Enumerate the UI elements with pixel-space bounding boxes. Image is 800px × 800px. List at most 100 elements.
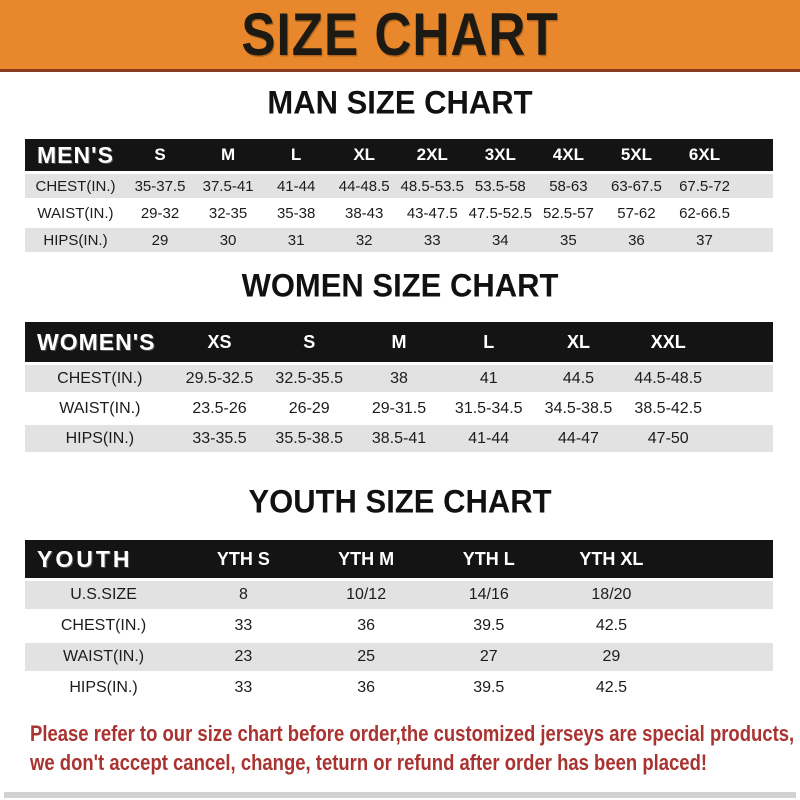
size-column-header: XS xyxy=(174,322,265,362)
size-cell: 36 xyxy=(304,612,428,640)
size-column-header: S xyxy=(264,322,355,362)
table-row: HIPS(IN.) 33-35.5 35.5-38.5 38.5-41 41-44 44-… xyxy=(25,425,773,452)
size-cell: 23 xyxy=(182,643,305,671)
size-column-header: 6XL xyxy=(670,139,739,171)
row-label: CHEST(IN.) xyxy=(25,174,126,198)
table-row: CHEST(IN.) 33 36 39.5 42.5 xyxy=(25,612,773,640)
table-row: CHEST(IN.) 29.5-32.5 32.5-35.5 38 41 44.5 44.5… xyxy=(25,365,773,392)
women-size-chart-section: WOMEN SIZE CHART WOMEN'S XS S M L XL XXL CHEST(… xyxy=(0,267,800,455)
disclaimer-line-2: we don't accept cancel, change, teturn o… xyxy=(30,750,708,775)
size-cell: 14/16 xyxy=(427,581,551,609)
size-cell: 38-43 xyxy=(330,201,399,225)
row-label: CHEST(IN.) xyxy=(25,365,175,392)
row-filler xyxy=(738,174,773,198)
size-cell: 44-48.5 xyxy=(330,174,399,198)
table-group-label: WOMEN'S xyxy=(25,322,175,362)
size-cell: 18/20 xyxy=(550,581,673,609)
size-cell: 44.5-48.5 xyxy=(623,365,714,392)
youth-section-heading: YOUTH SIZE CHART xyxy=(248,482,552,521)
order-disclaimer: Please refer to our size chart before or… xyxy=(30,719,795,777)
size-cell: 41 xyxy=(443,365,534,392)
size-cell: 29 xyxy=(125,228,195,252)
table-row: WAIST(IN.) 23.5-26 26-29 29-31.5 31.5-34.5 34… xyxy=(25,395,773,422)
row-filler xyxy=(713,365,773,392)
size-cell: 53.5-58 xyxy=(466,174,535,198)
size-cell: 35-37.5 xyxy=(125,174,195,198)
size-cell: 48.5-53.5 xyxy=(398,174,467,198)
size-cell: 63-67.5 xyxy=(602,174,671,198)
row-label: HIPS(IN.) xyxy=(25,425,175,452)
size-cell: 31.5-34.5 xyxy=(443,395,534,422)
size-cell: 29-31.5 xyxy=(354,395,444,422)
row-label: WAIST(IN.) xyxy=(25,643,183,671)
size-column-header: M xyxy=(354,322,444,362)
size-column-header: XL xyxy=(533,322,624,362)
size-column-header: S xyxy=(125,139,195,171)
row-filler xyxy=(672,674,773,702)
size-cell: 47.5-52.5 xyxy=(466,201,535,225)
row-filler xyxy=(672,643,773,671)
size-column-header: M xyxy=(194,139,263,171)
size-cell: 44.5 xyxy=(533,365,624,392)
row-filler xyxy=(713,425,773,452)
size-cell: 23.5-26 xyxy=(174,395,265,422)
size-cell: 34.5-38.5 xyxy=(533,395,624,422)
table-row: WAIST(IN.) 29-32 32-35 35-38 38-43 43-47.5 47.… xyxy=(25,201,773,225)
size-chart-body: MAN SIZE CHART MEN'S S M L XL 2XL 3XL 4XL 5XL 6XL… xyxy=(0,83,800,777)
size-cell: 25 xyxy=(304,643,428,671)
size-cell: 42.5 xyxy=(550,674,673,702)
size-cell: 10/12 xyxy=(304,581,428,609)
size-cell: 32 xyxy=(330,228,399,252)
bottom-edge-strip xyxy=(4,792,796,798)
size-cell: 37 xyxy=(670,228,739,252)
size-cell: 33 xyxy=(398,228,467,252)
size-cell: 35.5-38.5 xyxy=(264,425,355,452)
row-label: HIPS(IN.) xyxy=(25,674,183,702)
youth-size-table: YOUTH YTH S YTH M YTH L YTH XL U.S.SIZE 8 10/12… xyxy=(25,537,773,705)
size-cell: 27 xyxy=(427,643,551,671)
size-cell: 29.5-32.5 xyxy=(174,365,265,392)
size-cell: 29-32 xyxy=(125,201,195,225)
size-column-header: YTH XL xyxy=(550,540,673,578)
size-cell: 39.5 xyxy=(427,674,551,702)
row-label: HIPS(IN.) xyxy=(25,228,126,252)
row-label: WAIST(IN.) xyxy=(25,201,126,225)
size-cell: 30 xyxy=(194,228,263,252)
row-filler xyxy=(738,228,773,252)
size-chart-banner: SIZE CHART xyxy=(0,0,800,72)
size-cell: 34 xyxy=(466,228,535,252)
size-cell: 31 xyxy=(262,228,331,252)
table-row: U.S.SIZE 8 10/12 14/16 18/20 xyxy=(25,581,773,609)
table-header-row: MEN'S S M L XL 2XL 3XL 4XL 5XL 6XL xyxy=(25,139,773,171)
row-label: CHEST(IN.) xyxy=(25,612,183,640)
size-cell: 38.5-42.5 xyxy=(623,395,714,422)
header-filler xyxy=(672,540,773,578)
size-column-header: 3XL xyxy=(466,139,535,171)
table-header-row: WOMEN'S XS S M L XL XXL xyxy=(25,322,773,362)
row-label: WAIST(IN.) xyxy=(25,395,175,422)
man-section-heading: MAN SIZE CHART xyxy=(267,83,533,122)
size-column-header: YTH M xyxy=(304,540,428,578)
size-column-header: XL xyxy=(330,139,399,171)
size-column-header: 5XL xyxy=(602,139,671,171)
man-size-chart-section: MAN SIZE CHART MEN'S S M L XL 2XL 3XL 4XL 5XL 6XL… xyxy=(0,83,800,255)
table-group-label: MEN'S xyxy=(25,139,126,171)
size-cell: 33-35.5 xyxy=(174,425,265,452)
header-filler xyxy=(738,139,773,171)
row-filler xyxy=(672,581,773,609)
row-filler xyxy=(672,612,773,640)
size-cell: 43-47.5 xyxy=(398,201,467,225)
size-cell: 32-35 xyxy=(194,201,263,225)
size-column-header: YTH S xyxy=(182,540,305,578)
size-cell: 37.5-41 xyxy=(194,174,263,198)
size-cell: 67.5-72 xyxy=(670,174,739,198)
size-column-header: XXL xyxy=(623,322,714,362)
disclaimer-line-1: Please refer to our size chart before or… xyxy=(30,721,795,746)
size-cell: 32.5-35.5 xyxy=(264,365,355,392)
table-header-row: YOUTH YTH S YTH M YTH L YTH XL xyxy=(25,540,773,578)
size-cell: 41-44 xyxy=(262,174,331,198)
size-cell: 33 xyxy=(182,612,305,640)
row-filler xyxy=(738,201,773,225)
size-cell: 39.5 xyxy=(427,612,551,640)
table-row: HIPS(IN.) 33 36 39.5 42.5 xyxy=(25,674,773,702)
